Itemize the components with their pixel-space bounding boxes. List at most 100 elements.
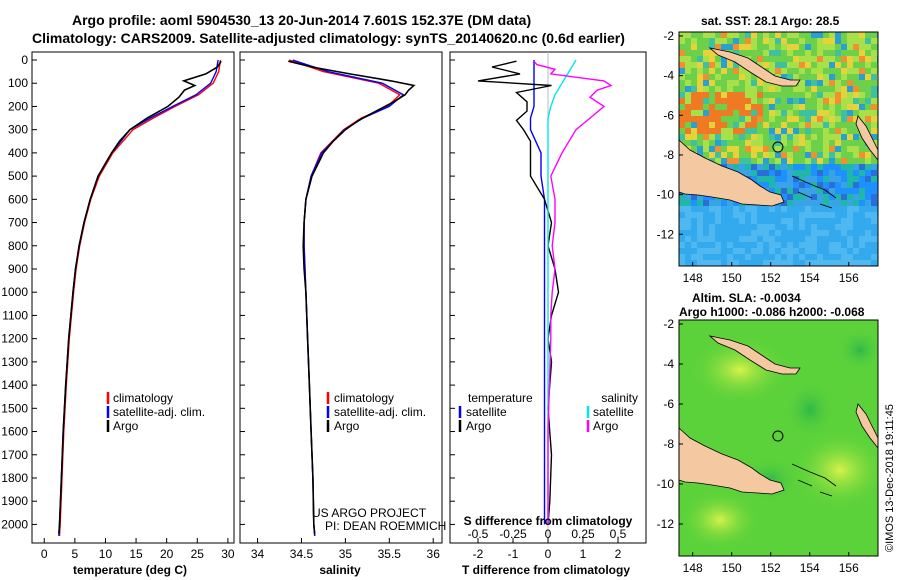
sst-cell	[691, 146, 697, 152]
sst-cell	[865, 188, 871, 194]
sst-cell	[847, 188, 853, 194]
sst-cell	[853, 86, 859, 92]
sst-cell	[697, 92, 703, 98]
sst-cell	[853, 50, 859, 56]
sst-cell	[793, 122, 799, 128]
sst-cell	[745, 50, 751, 56]
sst-cell	[811, 110, 817, 116]
sst-cell	[865, 38, 871, 44]
island-chain	[791, 175, 837, 209]
sst-cell	[709, 98, 715, 104]
sst-cell	[751, 98, 757, 104]
sst-cell	[709, 74, 715, 80]
sst-cell	[733, 122, 739, 128]
map-y-tick-label: -4	[663, 69, 674, 83]
sst-cell	[691, 218, 697, 224]
y-tick-label: 200	[8, 99, 28, 113]
sst-cell	[763, 158, 769, 164]
sst-cell	[715, 242, 721, 248]
sst-cell	[877, 68, 878, 74]
sst-cell	[871, 170, 877, 176]
sst-cell	[685, 116, 691, 122]
sst-cell	[739, 260, 745, 266]
salinity-tick-label: -0.5	[468, 527, 489, 541]
sst-cell	[697, 248, 703, 254]
sst-cell	[763, 62, 769, 68]
sst-cell	[781, 98, 787, 104]
sst-cell	[733, 146, 739, 152]
sst-cell	[757, 194, 763, 200]
sst-cell	[727, 224, 733, 230]
sst-cell	[751, 200, 757, 206]
sst-cell	[739, 92, 745, 98]
sla-map-frame	[678, 319, 879, 557]
sst-cell	[751, 56, 757, 62]
sst-cell	[829, 182, 835, 188]
sst-cell	[811, 56, 817, 62]
sst-cell	[871, 86, 877, 92]
sst-cell	[721, 230, 727, 236]
timestamp-stamp: ©IMOS 13-Dec-2018 19:11:45	[884, 404, 896, 552]
sst-cell	[829, 170, 835, 176]
sst-cell	[775, 56, 781, 62]
sst-cell	[727, 32, 733, 38]
sst-cell	[841, 92, 847, 98]
sst-cell	[781, 44, 787, 50]
sst-cell	[775, 236, 781, 242]
sst-cell	[715, 176, 721, 182]
sst-cell	[703, 56, 709, 62]
sst-cell	[703, 98, 709, 104]
sst-cell	[715, 164, 721, 170]
sst-cell	[841, 224, 847, 230]
sst-cell	[787, 212, 793, 218]
sst-cell	[793, 260, 799, 266]
sst-cell	[805, 140, 811, 146]
sst-cell	[811, 188, 817, 194]
sst-cell	[721, 98, 727, 104]
sst-cell	[751, 194, 757, 200]
sst-cell	[757, 50, 763, 56]
sst-cell	[769, 128, 775, 134]
sst-cell	[793, 86, 799, 92]
sst-cell	[775, 248, 781, 254]
sst-cell	[793, 182, 799, 188]
sst-cell	[721, 44, 727, 50]
legend-s-argo-label: Argo	[593, 419, 619, 433]
sst-cell	[811, 236, 817, 242]
temperature-diff-xlabel: T difference from climatology	[462, 563, 630, 577]
sst-cell	[709, 62, 715, 68]
sst-cell	[709, 152, 715, 158]
sst-cell	[877, 188, 878, 194]
sst-cell	[787, 260, 793, 266]
sst-cell	[841, 98, 847, 104]
sst-cell	[871, 158, 877, 164]
sst-cell	[745, 32, 751, 38]
sst-cell	[781, 62, 787, 68]
sst-cell	[685, 140, 691, 146]
sst-cell	[763, 164, 769, 170]
sst-cell	[871, 248, 877, 254]
sst-cell	[775, 170, 781, 176]
sst-cell	[829, 116, 835, 122]
sst-cell	[721, 188, 727, 194]
sst-cell	[703, 86, 709, 92]
sst-cell	[727, 50, 733, 56]
sst-cell	[823, 92, 829, 98]
sst-cell	[829, 140, 835, 146]
sst-cell	[877, 74, 878, 80]
sst-cell	[859, 206, 865, 212]
sst-cell	[835, 104, 841, 110]
sst-cell	[781, 158, 787, 164]
sst-cell	[853, 74, 859, 80]
sst-cell	[697, 146, 703, 152]
sst-cell	[727, 152, 733, 158]
sst-cell	[847, 110, 853, 116]
map-x-tick-label: 156	[839, 561, 859, 575]
temperature-legend: climatology satellite-adj. clim. Argo	[106, 391, 205, 433]
sst-cell	[775, 80, 781, 86]
sst-cell	[787, 242, 793, 248]
sst-cell	[715, 80, 721, 86]
sst-cell	[745, 80, 751, 86]
sst-cell	[727, 218, 733, 224]
sst-cell	[817, 86, 823, 92]
